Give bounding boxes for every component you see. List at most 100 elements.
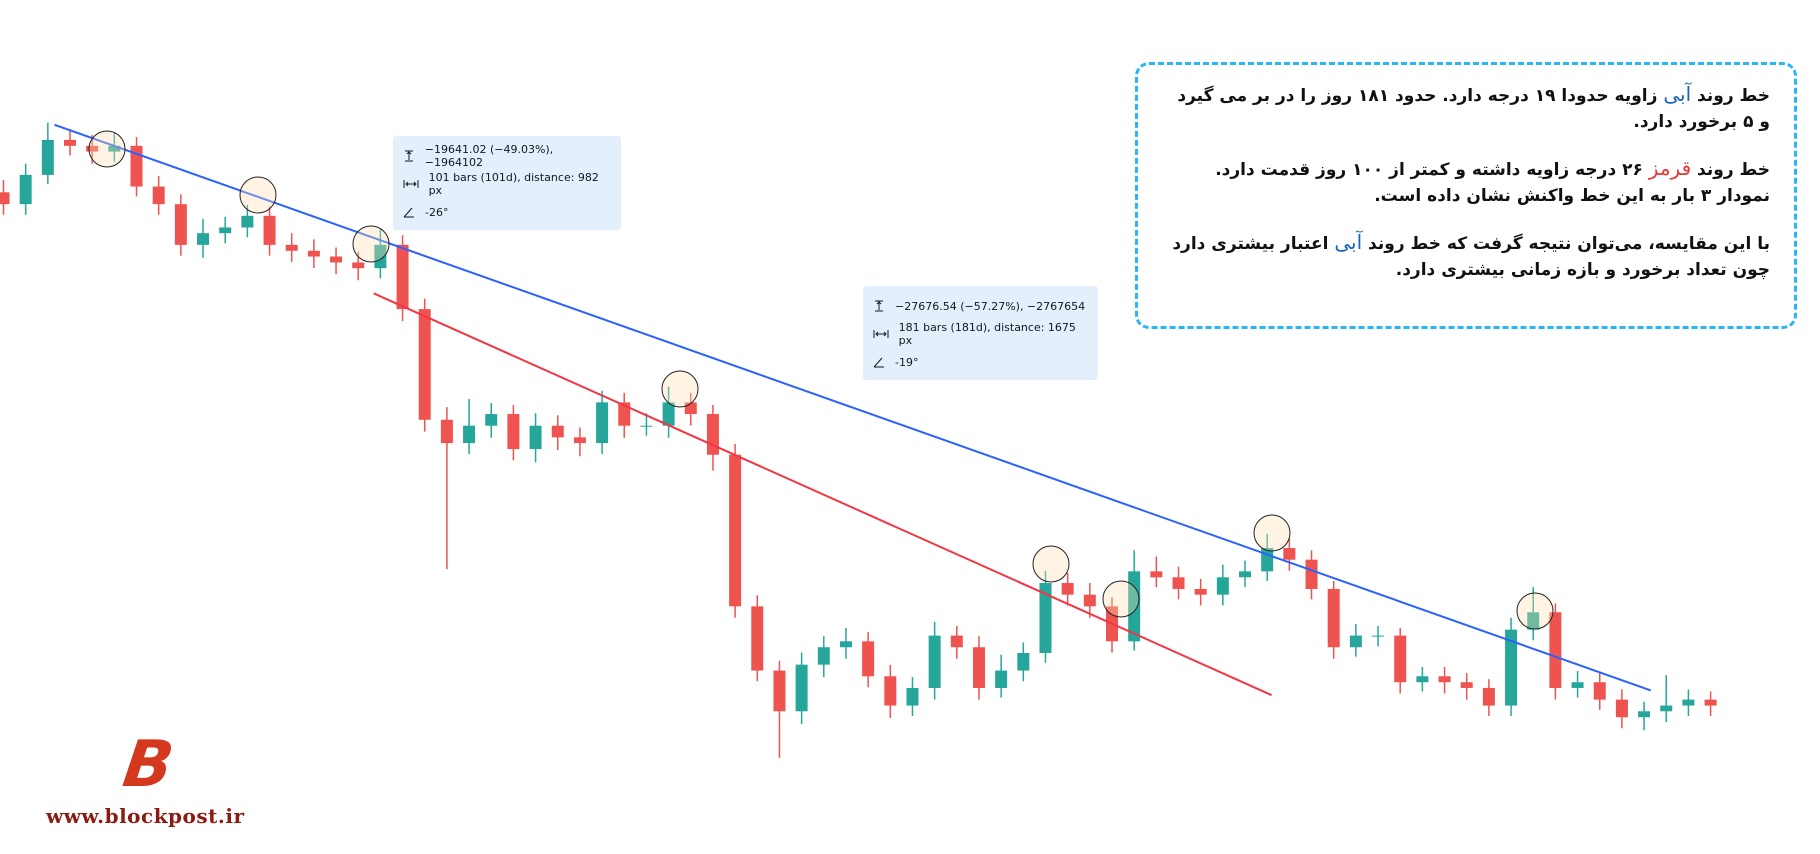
candle-body: [1549, 612, 1562, 688]
candle-body: [263, 215, 276, 245]
candle-body: [751, 606, 764, 671]
note-text: اعتبار بیشتری دارد چون تعداد برخورد و با…: [1172, 234, 1770, 280]
note-paragraph: خط روند قرمز ۲۶ درجه زاویه داشته و کمتر …: [1162, 155, 1770, 209]
candle-body: [307, 250, 320, 257]
price-change: −27676.54 (−57.27%), −2767654: [895, 299, 1086, 313]
candle-body: [1349, 635, 1362, 648]
candle-body: [773, 670, 786, 712]
trend-line: [373, 292, 1273, 697]
candle-body: [485, 414, 498, 426]
price-change: −19641.02 (−49.03%), −1964102: [424, 143, 554, 169]
candle-body: [241, 215, 254, 228]
candle-body: [1682, 699, 1695, 706]
candle-body: [551, 425, 564, 438]
candle-body: [573, 437, 586, 444]
candle-body: [884, 676, 897, 706]
candle-body: [1061, 583, 1074, 595]
logo-mark: B: [118, 728, 178, 802]
candle-body: [1239, 571, 1252, 578]
icon: [875, 300, 883, 312]
candle-body: [41, 139, 54, 175]
candle-body: [729, 454, 742, 607]
note-paragraph: خط روند آبی زاویه حدودا ۱۹ درجه دارد. حد…: [1162, 81, 1770, 135]
candle-body: [463, 425, 476, 444]
candle-body: [1283, 548, 1296, 560]
angle: -19°: [895, 355, 919, 369]
bar-range: 181 bars (181d), distance: 1675 px: [898, 321, 1076, 347]
candle-body: [1039, 583, 1052, 653]
icon: [873, 330, 889, 338]
note-paragraph: با این مقایسه، می‌توان نتیجه گرفت که خط …: [1162, 229, 1770, 283]
note-text: خط روند: [1691, 160, 1770, 180]
note-box: خط روند آبی زاویه حدودا ۱۹ درجه دارد. حد…: [1135, 62, 1797, 329]
candle-body: [130, 145, 143, 187]
highlight-word: آبی: [1663, 82, 1692, 106]
candle-body: [995, 670, 1008, 688]
icon: [873, 357, 884, 368]
candle-body: [507, 414, 520, 450]
candle-body: [440, 419, 453, 444]
candle-body: [1216, 577, 1229, 595]
candle-body: [1017, 652, 1030, 671]
note-text: خط روند: [1691, 86, 1770, 106]
measure-tooltip: −19641.02 (−49.03%), −1964102 101 bars (…: [393, 136, 621, 230]
candle-body: [1482, 687, 1495, 706]
candle-body: [1571, 682, 1584, 688]
candle-body: [352, 262, 365, 269]
candle-body: [1372, 635, 1385, 637]
candle-body: [1505, 629, 1518, 706]
candle-body: [1593, 682, 1606, 700]
candle-body: [839, 641, 852, 648]
candle-body: [285, 244, 298, 251]
candle-body: [529, 425, 542, 450]
candle-body: [640, 425, 653, 427]
candle-body: [1083, 594, 1096, 607]
candle-body: [1416, 676, 1429, 683]
logo-url: www.blockpost.ir: [46, 804, 245, 828]
candle-body: [706, 414, 719, 455]
candle-body: [174, 204, 187, 245]
measure-tooltip: −27676.54 (−57.27%), −2767654 181 bars (…: [863, 286, 1098, 380]
candle-body: [1327, 588, 1340, 648]
candle-body: [1527, 612, 1540, 630]
candle-body: [596, 402, 609, 444]
candle-body: [152, 186, 165, 205]
icon: [403, 180, 419, 188]
note-text: ۲۶ درجه زاویه داشته و کمتر از ۱۰۰ روز قد…: [1215, 160, 1770, 206]
candle-body: [862, 641, 875, 677]
highlight-word: آبی: [1334, 230, 1363, 254]
candle-body: [219, 227, 232, 234]
note-text: با این مقایسه، می‌توان نتیجه گرفت که خط …: [1362, 234, 1770, 254]
candle-body: [1150, 571, 1163, 578]
candle-body: [86, 145, 99, 152]
candle-body: [817, 647, 830, 665]
candle-body: [1638, 711, 1651, 718]
candle-body: [684, 402, 697, 415]
bar-range: 101 bars (101d), distance: 982 px: [428, 171, 599, 197]
candle-body: [1172, 577, 1185, 589]
candle-body: [64, 139, 77, 146]
candle-body: [618, 402, 631, 426]
candle-body: [906, 687, 919, 706]
candle-body: [330, 256, 343, 263]
angle: -26°: [425, 205, 449, 219]
candle-body: [374, 244, 387, 269]
candle-body: [197, 233, 210, 245]
candle-body: [1704, 699, 1717, 706]
candle-body: [1305, 559, 1318, 589]
candle-body: [950, 635, 963, 648]
candle-body: [1460, 682, 1473, 688]
candle-body: [1615, 699, 1628, 718]
candle-body: [795, 664, 808, 712]
candle-body: [1261, 548, 1274, 572]
icon: [403, 207, 414, 218]
candle-body: [396, 244, 409, 310]
candle-body: [418, 309, 431, 420]
candle-body: [0, 192, 10, 205]
candle-body: [662, 402, 675, 426]
note-text: زاویه حدودا ۱۹ درجه دارد. حدود ۱۸۱ روز ر…: [1177, 86, 1770, 132]
highlight-word: قرمز: [1648, 156, 1692, 180]
candle-body: [928, 635, 941, 688]
